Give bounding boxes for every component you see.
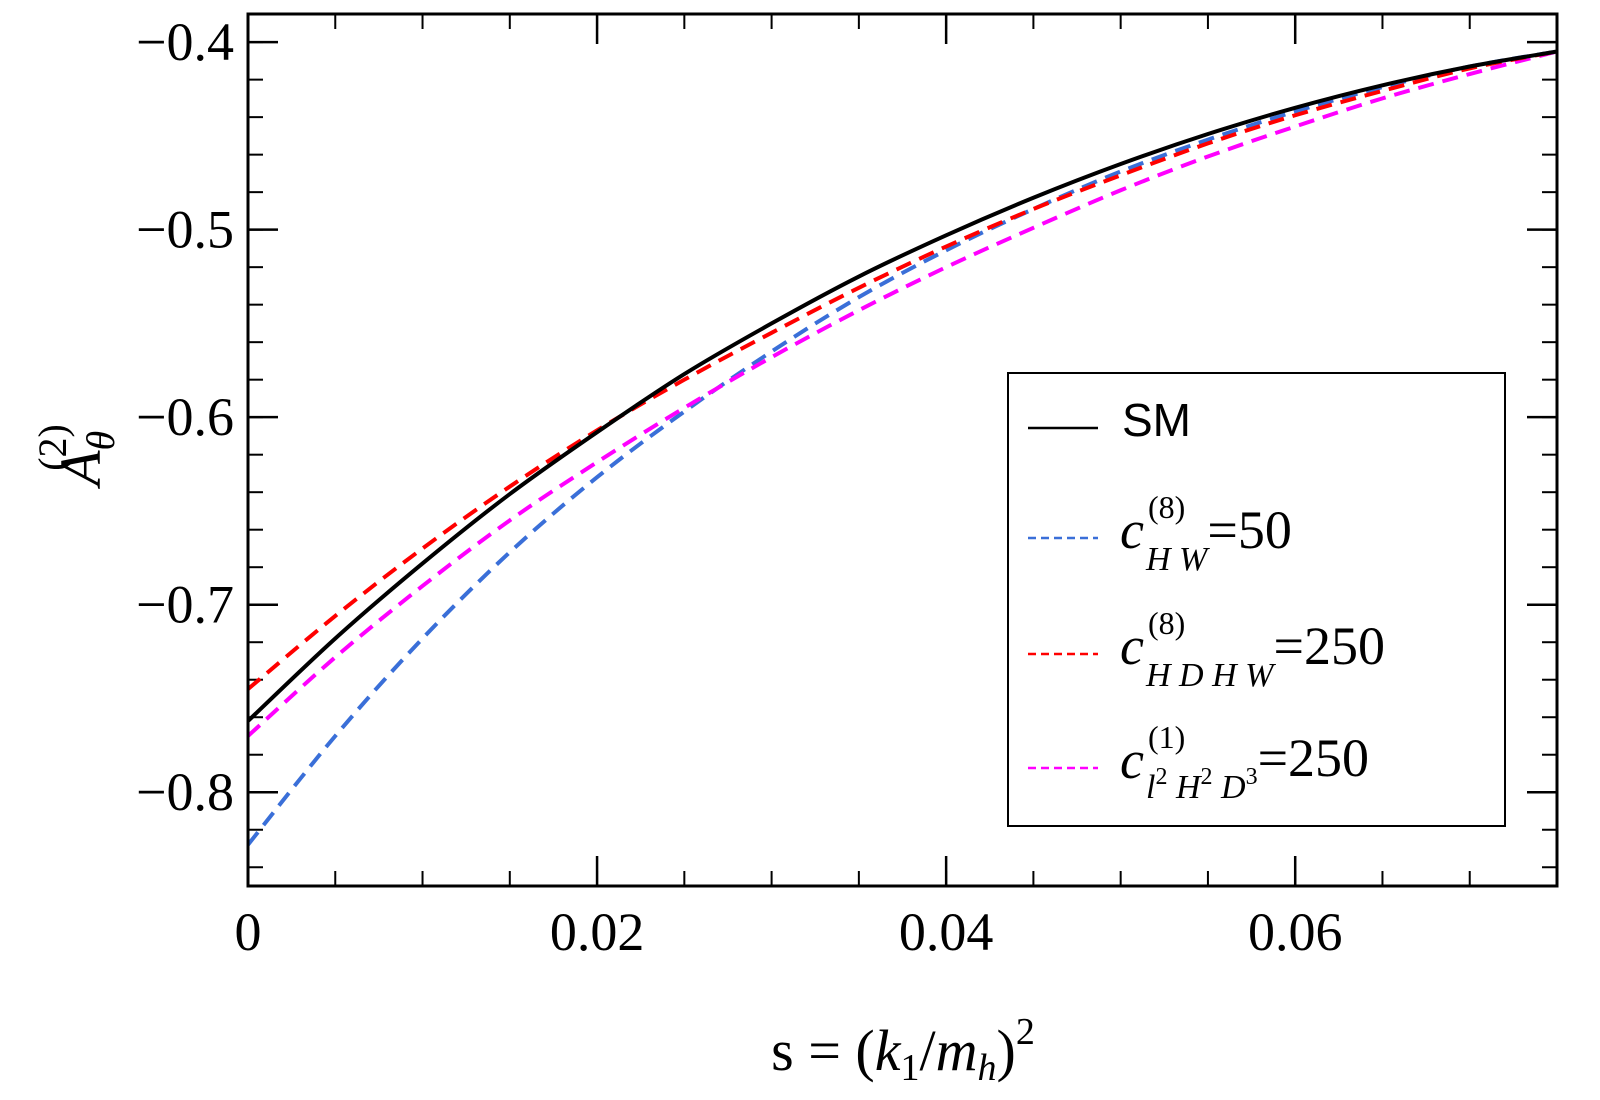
x-axis-title: s = (k1/mh)2 — [771, 1011, 1035, 1089]
y-tick-label: −0.8 — [136, 762, 234, 822]
y-ticks: −0.4 −0.5 −0.6 −0.7 −0.8 — [136, 12, 1557, 822]
y-tick-label: −0.5 — [136, 200, 234, 260]
x-ticks: 0 0.02 0.04 0.06 — [235, 14, 1343, 962]
svg-text:Aθ(2): Aθ(2) — [30, 424, 123, 490]
x-axis-prefix: s = ( — [771, 1018, 875, 1083]
y-tick-label: −0.4 — [136, 12, 234, 72]
x-axis-slash: / — [920, 1018, 937, 1083]
y-axis-sup: (2) — [30, 424, 75, 471]
y-axis-base: A — [48, 450, 113, 490]
y-tick-label: −0.7 — [136, 575, 234, 635]
series-line-SM — [246, 49, 1558, 723]
series-line-cHW8 — [246, 49, 1558, 846]
x-tick-label: 0.02 — [550, 902, 645, 962]
legend-label-cl2h2d3: c (1) l2 H2 D3=250 — [1120, 719, 1369, 806]
legend: SM c (8) H W=50 c (8) H D H W=250 c (1) l2 H2 … — [1007, 372, 1506, 827]
legend-label-chw: c (8) H W=50 — [1120, 489, 1292, 578]
legend-label-chdhw: c (8) H D H W=250 — [1120, 605, 1385, 694]
y-axis-sub: θ — [78, 431, 123, 451]
x-tick-label: 0.06 — [1248, 902, 1343, 962]
legend-label-sm: SM — [1122, 394, 1191, 446]
x-axis-m: m — [936, 1018, 978, 1083]
x-axis-power: 2 — [1016, 1011, 1035, 1053]
legend-box — [1007, 372, 1506, 827]
x-axis-close: ) — [997, 1018, 1016, 1083]
x-axis-k: k — [875, 1018, 902, 1083]
series-line-cHDHW8 — [246, 49, 1558, 691]
y-tick-label: −0.6 — [136, 387, 234, 447]
x-axis-m-sub: h — [978, 1047, 997, 1089]
series-line-cl2H2D3 — [246, 49, 1558, 738]
x-tick-label: 0 — [235, 902, 262, 962]
x-axis-k-sub: 1 — [901, 1047, 920, 1089]
y-axis-title: Aθ(2) — [30, 424, 123, 490]
plot-frame — [246, 12, 1559, 888]
x-tick-label: 0.04 — [899, 902, 994, 962]
series-layer — [246, 49, 1558, 846]
